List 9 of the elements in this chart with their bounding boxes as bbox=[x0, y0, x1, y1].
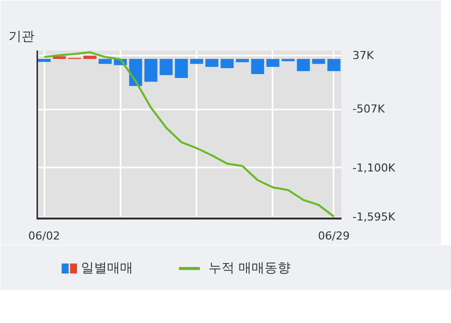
legend-label: 일별매매 bbox=[81, 261, 134, 276]
y-tick-label: 37K bbox=[352, 48, 374, 62]
x-tick-label: 06/29 bbox=[318, 230, 350, 242]
y-tick-label: -1,100K bbox=[352, 161, 396, 174]
y-tick-label: -1,595K bbox=[352, 210, 396, 224]
legend-label: 누적 매매동향 bbox=[208, 261, 290, 276]
y-tick-label: -507K bbox=[352, 102, 386, 116]
chart-title: 기관 bbox=[8, 30, 34, 44]
x-tick-label: 06/02 bbox=[28, 230, 60, 242]
